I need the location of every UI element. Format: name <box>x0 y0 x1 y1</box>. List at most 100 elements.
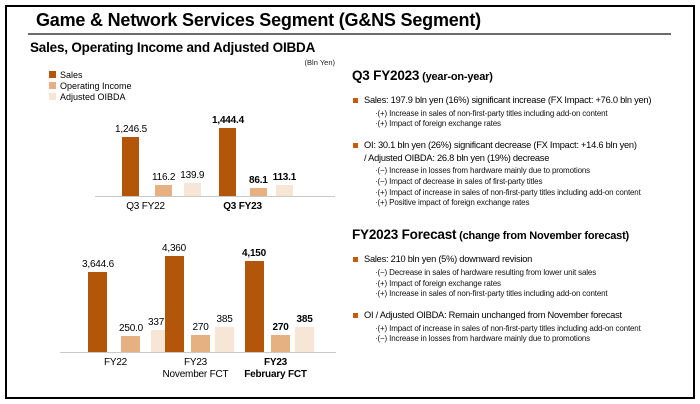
section-heading-note: (change from November forecast) <box>456 230 630 243</box>
sub-bullet: ·(−) Increase in losses from hardware ma… <box>375 166 591 176</box>
bar-operating-income <box>121 335 141 352</box>
sub-bullet: ·(+) Impact of foreign exchange rates <box>375 119 501 129</box>
axis-category-line: Q3 FY23 <box>223 201 262 212</box>
commentary-panel: Q3 FY2023 (year-on-year) Sales: 197.9 bln… <box>352 67 695 345</box>
bar-sales <box>122 137 140 196</box>
bar-value-label: 113.1 <box>272 172 297 184</box>
bar-column: 3,644.6 <box>82 259 114 352</box>
bar-column: 113.1 <box>273 172 296 196</box>
bullet-square-icon <box>353 98 358 103</box>
sub-bullet-list: ·(−) Increase in losses from hardware ma… <box>352 166 695 209</box>
operating-income-swatch <box>49 82 56 89</box>
sub-bullet: ·(−) Decrease in sales of hardware resul… <box>375 267 597 277</box>
adjusted-oibda-swatch <box>49 93 56 100</box>
bar-column: 139.9 <box>180 170 204 196</box>
fy-category-axis: FY22 FY23 November FCT FY23 February FCT <box>60 353 336 383</box>
bullet-text: OI / Adjusted OIBDA: Remain unchanged fr… <box>364 309 622 322</box>
sub-bullet: ·(+) Impact of increase in sales of non-… <box>375 187 641 197</box>
bullet-text: Sales: 210 bln yen (5%) downward revisio… <box>364 253 532 266</box>
bullet-line: OI: 30.1 bln yen (26%) significant decre… <box>364 140 637 151</box>
sub-bullet: ·(+) Impact of foreign exchange rates <box>375 278 501 288</box>
section-heading: FY2023 Forecast (change from November fo… <box>352 226 695 244</box>
bullet-square-icon <box>353 313 358 319</box>
bullet-item: Sales: 197.9 bln yen (16%) significant i… <box>352 94 695 107</box>
page-title: Game & Network Services Segment (G&NS Se… <box>36 10 481 30</box>
bullet-text: Sales: 197.9 bln yen (16%) significant i… <box>364 94 651 107</box>
bullet-line: Sales: 197.9 bln yen (16%) significant i… <box>364 95 652 105</box>
bar-column: 1,444.4 <box>212 115 244 196</box>
sub-bullet: ·(+) Increase in sales of non-first-part… <box>375 289 608 299</box>
bullet-square-icon <box>353 257 358 263</box>
sub-bullet: ·(+) Increase in sales of non-first-part… <box>375 108 608 118</box>
bar-column: 86.1 <box>249 175 268 196</box>
sub-bullet: ·(+) Impact of increase in sales of non-… <box>375 323 641 333</box>
bar-group: 4,150 270 385 <box>242 248 315 352</box>
bullet-line: / Adjusted OIBDA: 26.8 bln yen (19%) dec… <box>364 152 550 163</box>
axis-category-label: FY23 November FCT <box>162 357 229 381</box>
axis-category-line: November FCT <box>162 369 229 380</box>
bullet-item: OI: 30.1 bln yen (26%) significant decre… <box>352 139 695 164</box>
bar-value-label: 86.1 <box>248 174 268 186</box>
bar-value-label: 337.0 <box>148 317 173 329</box>
bar-sales <box>88 271 108 352</box>
bar-sales <box>219 127 237 196</box>
chart-section-title: Sales, Operating Income and Adjusted OIB… <box>30 40 316 55</box>
bar-value-label: 3,644.6 <box>82 258 114 270</box>
section-heading-main: FY2023 Forecast <box>352 227 457 243</box>
unit-note: (Bln Yen) <box>304 58 335 67</box>
sub-bullet: ·(−) Increase in losses from hardware ma… <box>375 334 591 344</box>
bar-group: 3,644.6 250.0 337.0 <box>82 259 172 352</box>
bar-column: 1,246.5 <box>115 124 147 196</box>
bar-adjusted-oibda <box>215 327 235 352</box>
legend-item: Adjusted OIBDA <box>49 91 132 102</box>
bar-column: 116.2 <box>152 172 175 196</box>
axis-category-line: FY22 <box>103 357 128 368</box>
bar-operating-income <box>271 334 291 352</box>
bar-operating-income <box>191 334 211 352</box>
bullet-text: OI: 30.1 bln yen (26%) significant decre… <box>364 139 637 164</box>
chart-legend: Sales Operating Income Adjusted OIBDA <box>49 69 132 102</box>
bar-value-label: 116.2 <box>151 172 176 183</box>
fy-bar-chart: 3,644.6 250.0 337.0 4,360 270 385 4,150 270 385 … <box>60 240 336 383</box>
bar-adjusted-oibda <box>183 182 201 196</box>
legend-label: Sales <box>60 69 83 80</box>
bar-adjusted-oibda <box>275 185 293 196</box>
bar-adjusted-oibda <box>295 327 315 352</box>
q3-bar-chart: 1,246.5 116.2 139.9 1,444.4 86.1 113.1 Q3 FY2… <box>95 98 335 227</box>
bullet-item: Sales: 210 bln yen (5%) downward revisio… <box>352 253 695 266</box>
q3-category-axis: Q3 FY22 Q3 FY23 <box>95 197 335 227</box>
bar-group: 1,444.4 86.1 113.1 <box>212 115 296 196</box>
sub-bullet-list: ·(+) Impact of increase in sales of non-… <box>352 324 695 346</box>
legend-item: Sales <box>49 69 132 80</box>
axis-category-line: February FCT <box>244 369 307 380</box>
bar-column: 4,150 <box>242 248 266 352</box>
section-heading: Q3 FY2023 (year-on-year) <box>352 67 695 85</box>
bullet-item: OI / Adjusted OIBDA: Remain unchanged fr… <box>352 309 695 322</box>
bar-column: 385 <box>295 314 315 352</box>
bar-value-label: 250.0 <box>118 322 143 334</box>
commentary-section: FY2023 Forecast (change from November fo… <box>352 226 695 345</box>
bar-operating-income <box>249 187 267 196</box>
axis-category-line: FY23 <box>183 357 208 368</box>
sub-bullet-list: ·(+) Increase in sales of non-first-part… <box>352 109 695 131</box>
bar-sales <box>164 256 184 352</box>
axis-category-label: FY22 <box>82 357 149 369</box>
bullet-line: OI / Adjusted OIBDA: Remain unchanged fr… <box>364 310 622 321</box>
q3-plot-area: 1,246.5 116.2 139.9 1,444.4 86.1 113.1 <box>95 98 335 197</box>
axis-category-label: FY23 February FCT <box>242 357 309 381</box>
sub-bullet: ·(+) Positive impact of foreign exchange… <box>375 198 530 208</box>
bar-value-label: 4,150 <box>242 247 267 259</box>
bar-value-label: 385 <box>216 314 233 325</box>
bar-group: 4,360 270 385 <box>162 243 235 352</box>
bar-value-label: 4,360 <box>162 243 187 254</box>
bar-operating-income <box>155 185 173 196</box>
bar-value-label: 1,246.5 <box>115 124 147 136</box>
bar-value-label: 385 <box>296 314 313 325</box>
section-heading-note: (year-on-year) <box>419 71 493 83</box>
title-underline <box>28 33 671 35</box>
axis-category-line: Q3 FY22 <box>126 201 165 212</box>
legend-item: Operating Income <box>49 80 132 91</box>
bar-column: 385 <box>215 314 235 352</box>
sub-bullet: ·(−) Impact of decrease in sales of firs… <box>375 176 543 186</box>
bullet-square-icon <box>353 143 358 149</box>
